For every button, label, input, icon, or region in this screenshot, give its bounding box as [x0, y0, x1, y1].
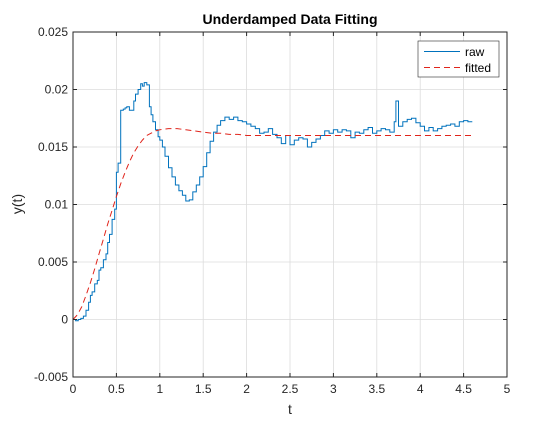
chart-title: Underdamped Data Fitting	[202, 11, 377, 27]
y-tick-label: 0.02	[45, 83, 69, 97]
grid-lines	[73, 32, 507, 377]
x-tick-label: 0.5	[108, 382, 125, 396]
series-group	[72, 82, 473, 322]
x-tick-label: 2	[243, 382, 250, 396]
legend: raw fitted	[417, 40, 500, 78]
series-line-fitted	[72, 128, 473, 320]
x-tick-label: 4	[417, 382, 424, 396]
x-tick-label: 3	[330, 382, 337, 396]
y-tick-label: -0.005	[34, 370, 68, 384]
series-line-raw	[73, 82, 473, 322]
legend-label-fitted: fitted	[465, 61, 491, 75]
x-tick-label: 2.5	[282, 382, 299, 396]
y-tick-label: 0	[61, 313, 68, 327]
y-tick-label: 0.025	[38, 25, 68, 39]
x-tick-label: 4.5	[455, 382, 472, 396]
x-tick-label: 1.5	[195, 382, 212, 396]
y-tick-label: 0.015	[38, 140, 68, 154]
x-tick-label: 0	[70, 382, 77, 396]
x-axis-label: t	[288, 401, 292, 417]
y-tick-label: 0.01	[45, 198, 69, 212]
y-tick-label: 0.005	[38, 255, 68, 269]
y-axis-label: y(t)	[9, 194, 25, 214]
x-tick-label: 1	[156, 382, 163, 396]
legend-box	[417, 40, 500, 78]
tick-group: 0 0.5 1 1.5 2 2.5 3 3.5 4 4.5 5-0.00500.0050.010.0…	[34, 25, 511, 396]
legend-label-raw: raw	[465, 45, 485, 59]
x-tick-label: 3.5	[368, 382, 385, 396]
x-tick-label: 5	[504, 382, 511, 396]
